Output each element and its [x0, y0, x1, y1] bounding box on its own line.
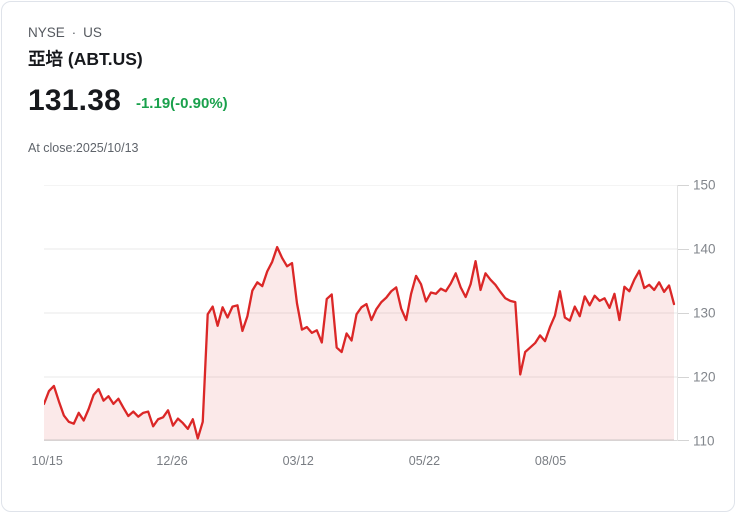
- region-label: US: [83, 25, 102, 40]
- y-tick-mark-140: [678, 249, 689, 250]
- price-line: [44, 245, 676, 440]
- last-price: 131.38: [28, 84, 121, 117]
- price-change: -1.19(-0.90%): [135, 95, 228, 112]
- exchange-info: NYSE · US: [28, 25, 102, 40]
- y-tick-label-130: 130: [693, 305, 716, 321]
- y-tick-mark-130: [678, 313, 689, 314]
- y-tick-label-120: 120: [693, 369, 716, 385]
- x-tick-label-10-15: 10/15: [31, 454, 63, 468]
- exchange-label: NYSE: [28, 25, 65, 40]
- separator-dot: ·: [71, 25, 77, 40]
- x-tick-label-03-12: 03/12: [282, 454, 314, 468]
- x-tick-label-08-05: 08/05: [534, 454, 567, 468]
- x-tick-label-12-26: 12/26: [156, 454, 188, 468]
- y-tick-mark-120: [678, 377, 689, 378]
- y-tick-label-110: 110: [693, 433, 715, 449]
- price-chart-svg: [44, 185, 678, 441]
- x-axis: 10/15 12/26 03/12 05/22 08/05: [32, 454, 678, 472]
- price-chart-plot-area[interactable]: [44, 185, 678, 441]
- quote-row: 131.38 -1.19(-0.90%): [28, 86, 228, 116]
- y-tick-label-150: 150: [693, 177, 716, 193]
- y-tick-label-140: 140: [693, 241, 716, 257]
- x-tick-label-05-22: 05/22: [408, 454, 441, 468]
- price-area-fill: [44, 247, 674, 440]
- as-of-timestamp: At close:2025/10/13: [28, 141, 139, 155]
- y-tick-mark-150: [678, 185, 689, 186]
- stock-title: 亞培 (ABT.US): [28, 49, 143, 69]
- y-axis: 150 140 130 120 110: [678, 178, 732, 449]
- y-tick-mark-110: [678, 440, 689, 441]
